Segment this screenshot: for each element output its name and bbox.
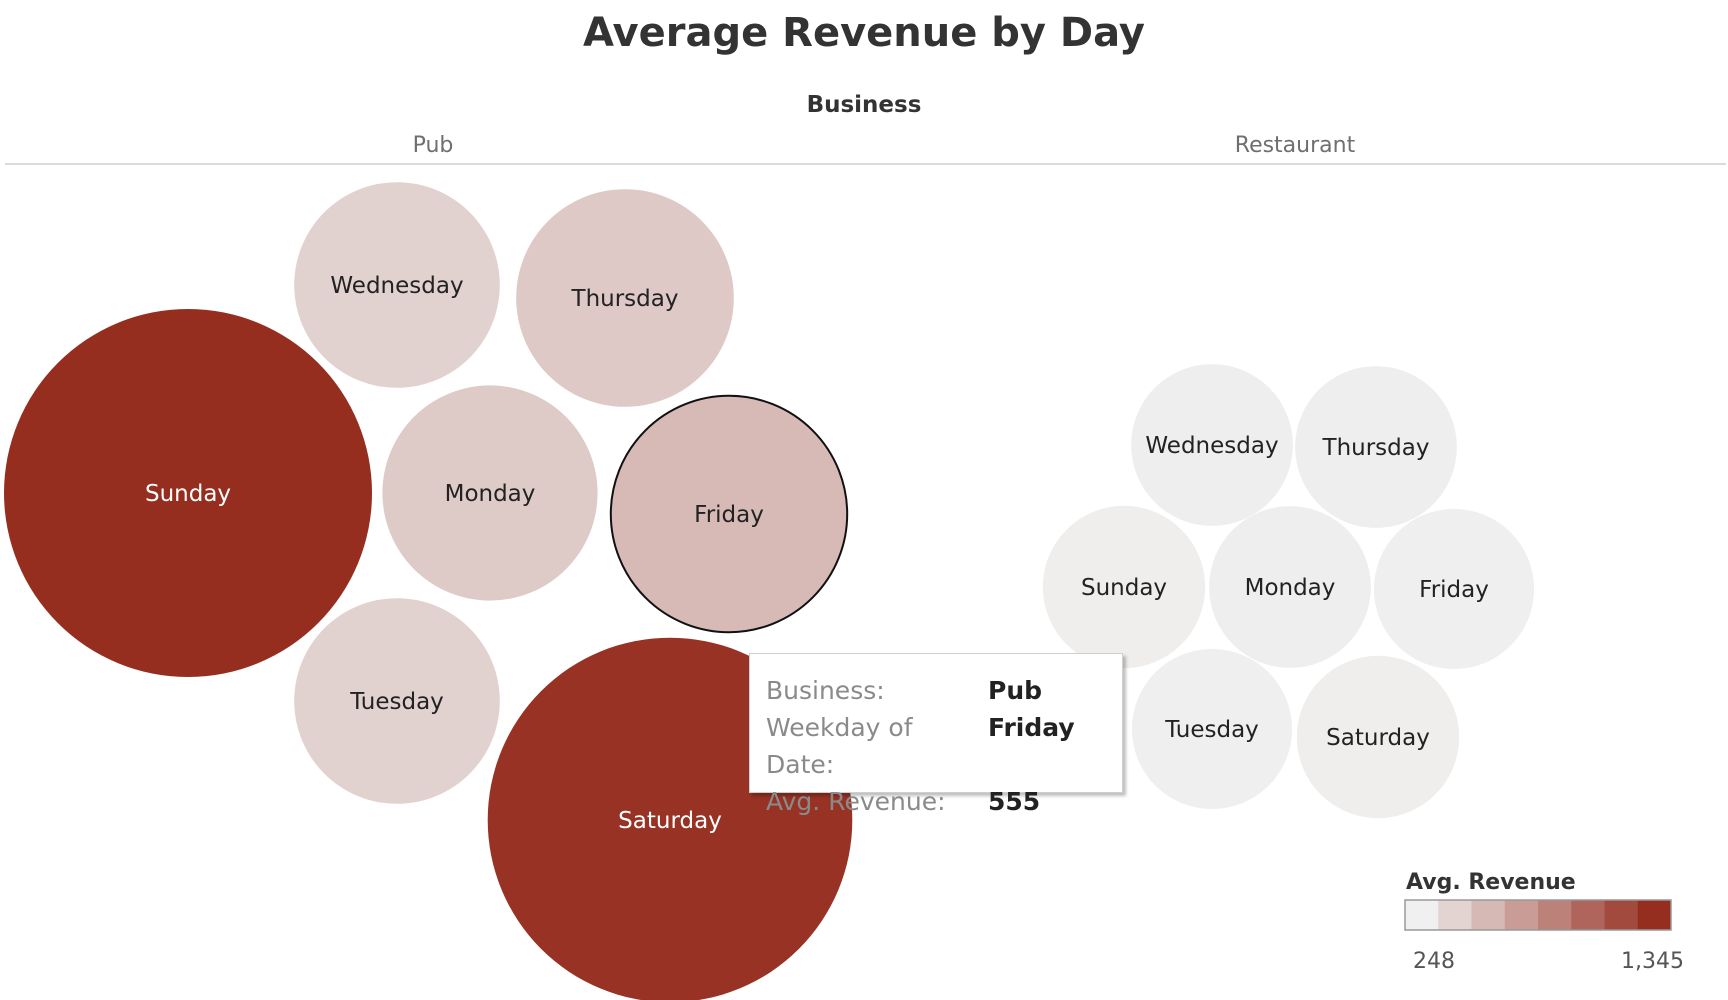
- legend-swatch-6: [1571, 900, 1605, 930]
- tooltip-row-business: Business: Pub: [766, 672, 1106, 709]
- legend-title: Avg. Revenue: [1406, 870, 1576, 895]
- legend-swatch-3: [1471, 900, 1506, 930]
- bubble-restaurant-tuesday[interactable]: [1131, 648, 1293, 810]
- legend-swatch-2: [1438, 900, 1472, 930]
- bubble-pub-thursday[interactable]: [516, 189, 734, 407]
- bubble-label-restaurant-tuesday: Tuesday: [1164, 717, 1259, 743]
- panel-header-pub[interactable]: Pub: [413, 133, 454, 158]
- bubble-restaurant-monday[interactable]: [1209, 506, 1371, 668]
- legend-swatch-8: [1637, 900, 1672, 930]
- tooltip: Business: Pub Weekday of Date: Friday Av…: [749, 653, 1123, 816]
- bubble-label-restaurant-sunday: Sunday: [1081, 575, 1167, 601]
- bubble-label-restaurant-friday: Friday: [1419, 577, 1489, 603]
- tooltip-key: Avg. Revenue:: [766, 787, 946, 816]
- bubble-pub-sunday[interactable]: [4, 309, 372, 677]
- bubble-restaurant-sunday[interactable]: [1042, 505, 1206, 669]
- tooltip-value: Friday: [988, 713, 1075, 742]
- legend-swatch-4: [1504, 900, 1539, 930]
- bubble-label-pub-monday: Monday: [445, 481, 536, 507]
- bubble-label-restaurant-saturday: Saturday: [1326, 725, 1430, 751]
- bubble-restaurant-wednesday[interactable]: [1131, 364, 1293, 526]
- bubble-label-restaurant-wednesday: Wednesday: [1145, 433, 1278, 459]
- legend-color-ramp: [1404, 899, 1672, 931]
- bubble-label-pub-saturday: Saturday: [618, 808, 722, 834]
- bubbles-layer: Wednesday Thursday Sunday Monday Tuesday Satu…: [4, 182, 1535, 1000]
- bubble-label-pub-tuesday: Tuesday: [349, 689, 444, 715]
- panel-header-restaurant[interactable]: Restaurant: [1235, 133, 1356, 158]
- bubble-pub-tuesday[interactable]: [294, 598, 500, 804]
- bubble-label-pub-wednesday: Wednesday: [330, 273, 463, 299]
- bubble-restaurant-friday[interactable]: [1373, 508, 1535, 670]
- bubble-pub-wednesday[interactable]: [294, 182, 500, 388]
- tooltip-value: 555: [988, 787, 1041, 816]
- tooltip-row-revenue: Avg. Revenue: 555: [766, 783, 1106, 820]
- bubble-label-restaurant-monday: Monday: [1245, 575, 1336, 601]
- bubble-pub-friday[interactable]: [609, 394, 849, 634]
- tooltip-row-weekday: Weekday of Date: Friday: [766, 709, 1106, 783]
- legend-swatch-7: [1604, 900, 1639, 930]
- tooltip-value: Pub: [988, 676, 1043, 705]
- bubble-restaurant-saturday[interactable]: [1296, 655, 1460, 819]
- bubble-restaurant-thursday[interactable]: [1295, 366, 1457, 528]
- legend-min-label: 248: [1413, 949, 1455, 974]
- bubble-label-pub-friday: Friday: [694, 502, 764, 528]
- bubble-label-pub-thursday: Thursday: [571, 286, 679, 312]
- tooltip-key: Business:: [766, 676, 885, 705]
- legend-swatch-5: [1538, 900, 1572, 930]
- chart-title: Average Revenue by Day: [583, 10, 1145, 56]
- column-header: Business: [807, 92, 922, 118]
- bubble-label-pub-sunday: Sunday: [145, 481, 231, 507]
- legend-swatch-1: [1405, 900, 1439, 930]
- legend-ramp-border: [1404, 899, 1672, 931]
- tooltip-key: Weekday of Date:: [766, 713, 913, 779]
- bubble-label-restaurant-thursday: Thursday: [1322, 435, 1430, 461]
- bubble-pub-monday[interactable]: [382, 385, 598, 601]
- legend-max-label: 1,345: [1621, 949, 1684, 974]
